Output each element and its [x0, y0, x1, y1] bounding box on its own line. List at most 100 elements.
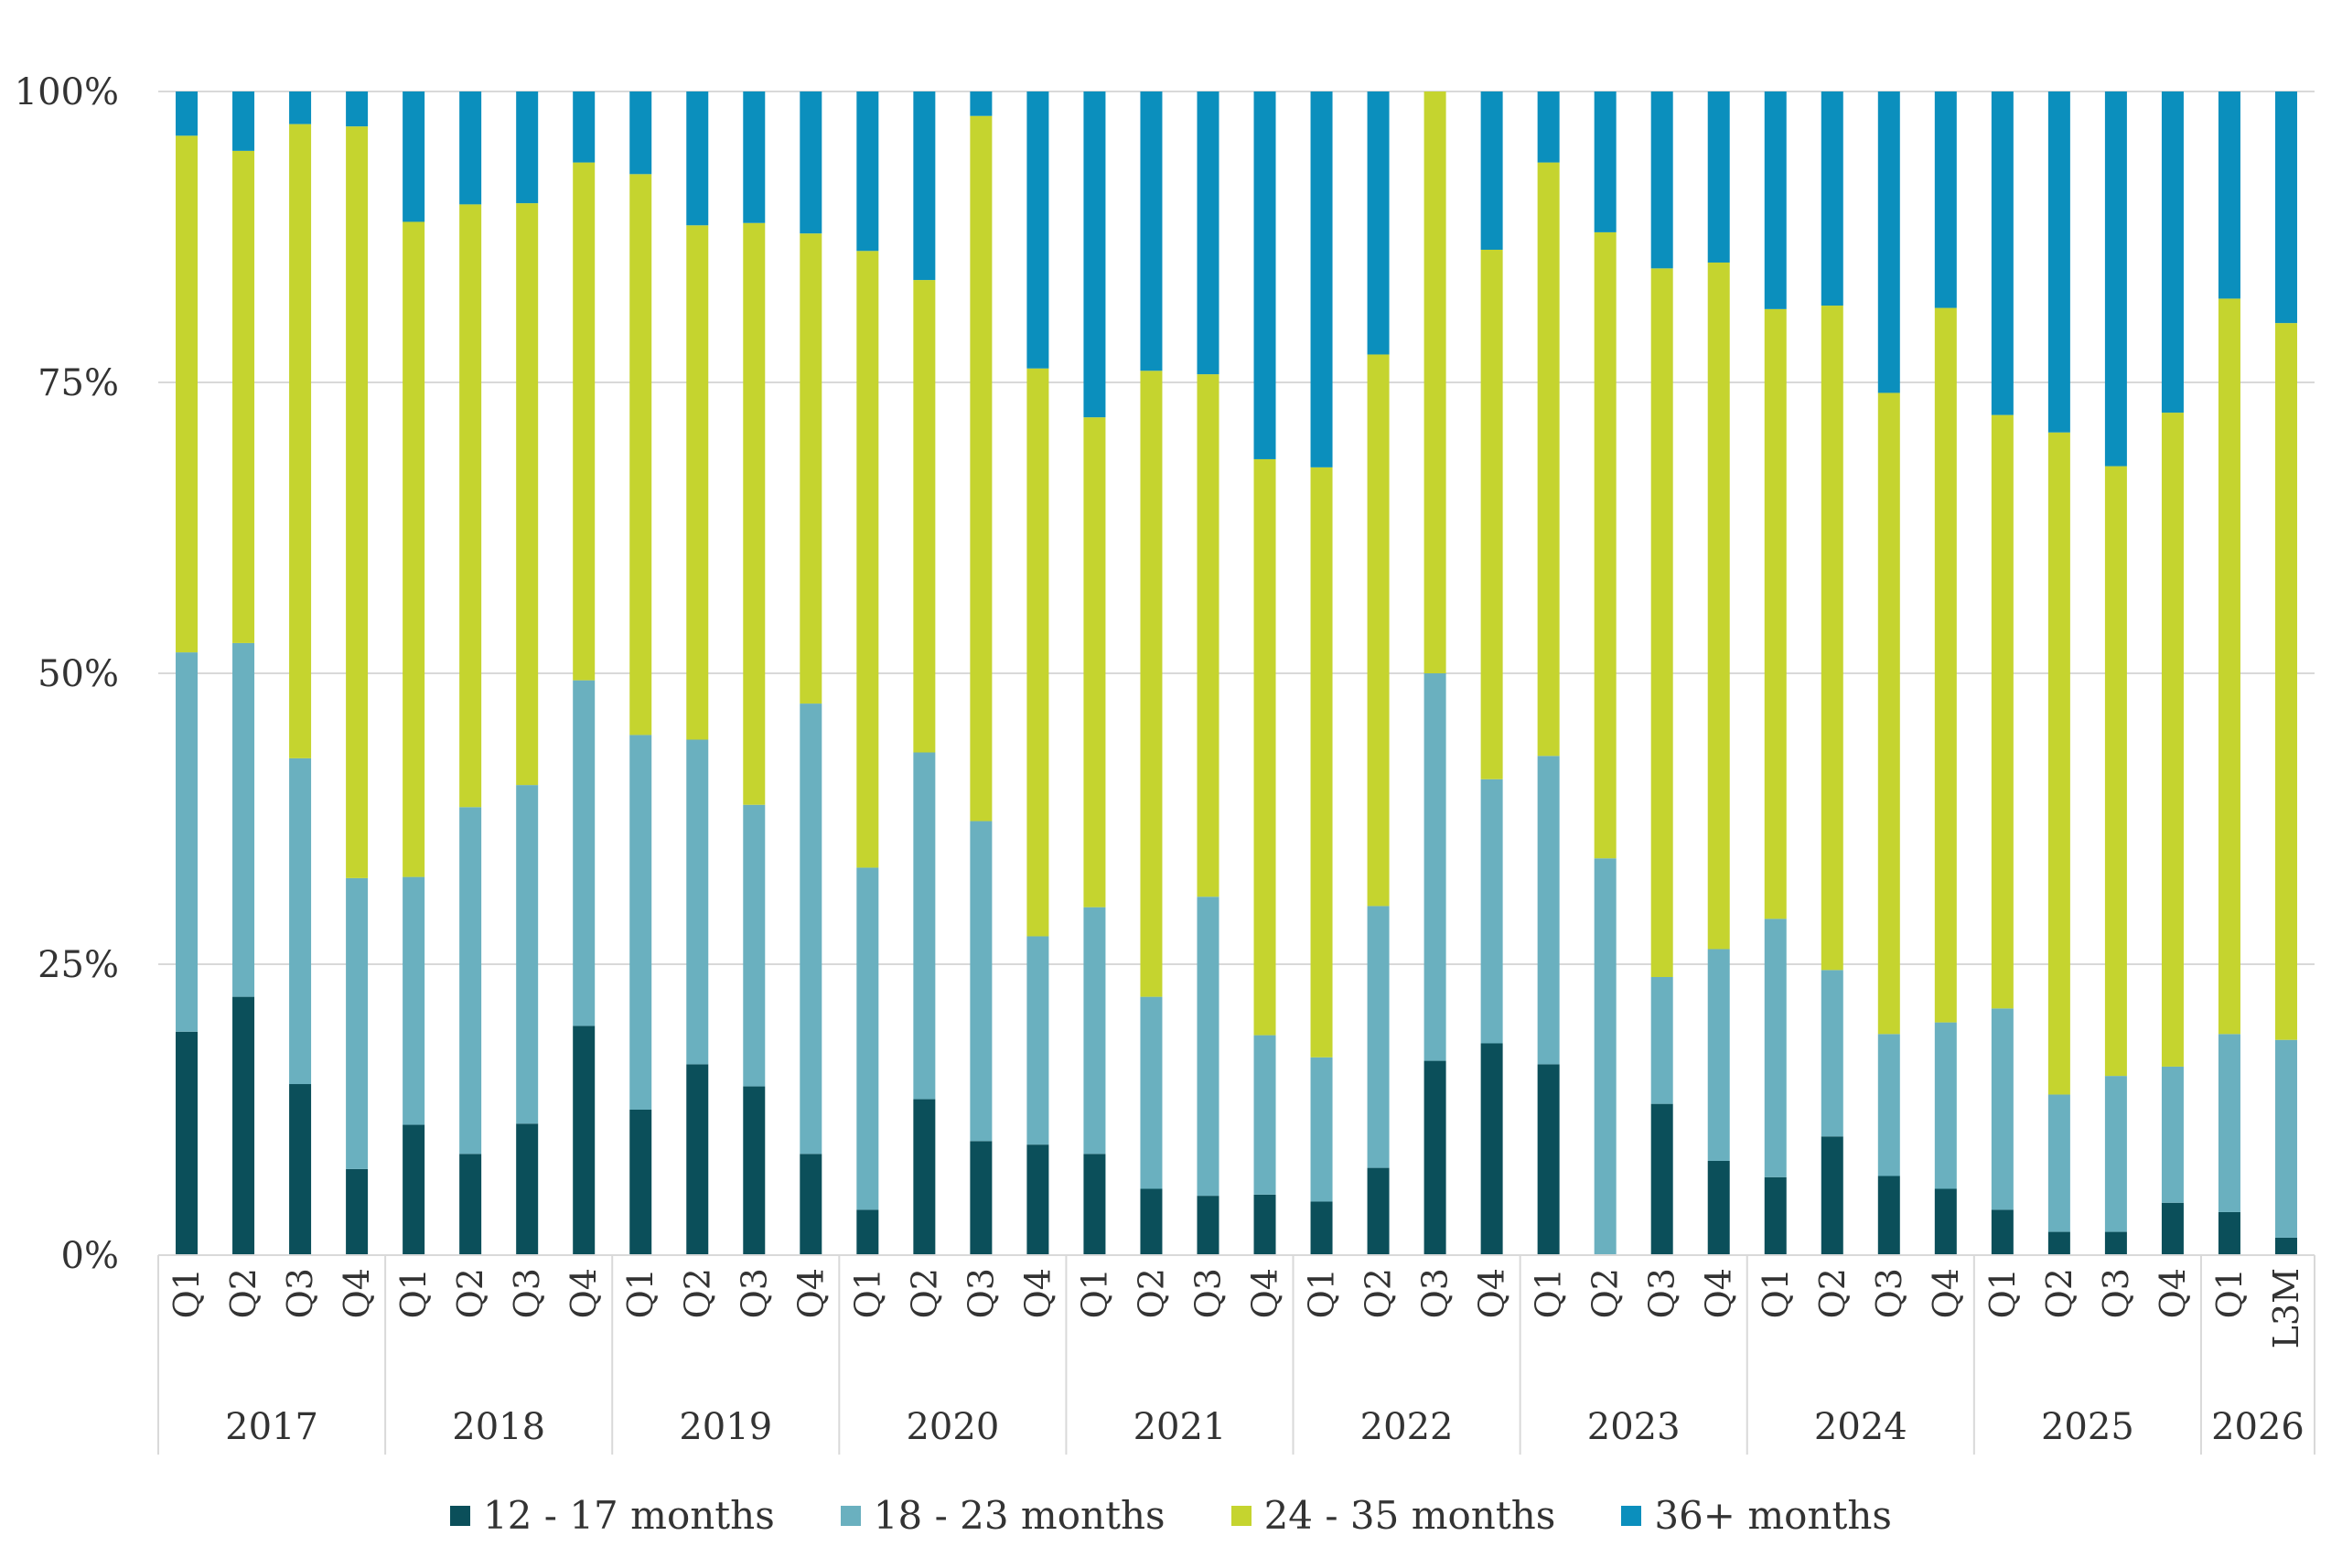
x-tick-label: Q3 — [1869, 1268, 1909, 1318]
y-axis: 0% 25% 50% 75% 100% — [15, 71, 119, 1277]
bar-segment-24-35-months — [1650, 268, 1673, 977]
x-tick-label: Q2 — [223, 1268, 263, 1318]
bar-segment-18-23-months — [1140, 996, 1163, 1189]
bar-segment-24-35-months — [1991, 414, 2014, 1009]
bar-segment-36-months — [1026, 91, 1049, 369]
bar-segment-12-17-months — [1026, 1144, 1049, 1255]
bar-segment-18-23-months — [1537, 756, 1560, 1065]
bar-segment-24-35-months — [1821, 306, 1843, 971]
bar-segment-36-months — [1367, 91, 1390, 355]
bar-segment-36-months — [1310, 91, 1333, 467]
x-tick-label: Q3 — [1642, 1268, 1682, 1318]
bar-segment-36-months — [1083, 91, 1106, 418]
bar-segment-18-23-months — [1423, 673, 1446, 1061]
bar-segment-18-23-months — [743, 804, 766, 1087]
y-tick-label: 75% — [38, 362, 119, 404]
bar-segment-36-months — [2161, 91, 2184, 413]
x-tick-label: Q1 — [847, 1268, 887, 1318]
bar-segment-24-35-months — [1197, 374, 1219, 897]
bar-segment-12-17-months — [346, 1168, 369, 1255]
bar-segment-24-35-months — [1594, 231, 1617, 859]
bar-segment-36-months — [346, 91, 369, 127]
year-group-label: 2023 — [1587, 1406, 1681, 1448]
bar-segment-24-35-months — [289, 124, 312, 758]
bar-segment-24-35-months — [573, 162, 596, 681]
year-group-label: 2022 — [1360, 1406, 1454, 1448]
bar-segment-36-months — [459, 91, 482, 205]
bar-segment-12-17-months — [1991, 1209, 2014, 1255]
y-tick-label: 25% — [38, 944, 119, 986]
x-tick-label: Q1 — [393, 1268, 434, 1318]
bar-segment-36-months — [970, 91, 993, 116]
bar-segment-36-months — [1140, 91, 1163, 371]
x-tick-label: Q1 — [167, 1268, 207, 1318]
bar-segment-18-23-months — [1934, 1022, 1957, 1189]
x-axis: Q1 Q2 Q3 Q4 Q1 Q2 Q3 Q4 Q1 Q2 Q3 Q4 Q1 Q2 Q3 Q4 Q1 Q2 Q3 Q4… — [157, 1254, 2315, 1455]
bar-segment-24-35-months — [1140, 371, 1163, 997]
bar-segment-18-23-months — [913, 752, 936, 1100]
bar-segment-12-17-months — [2161, 1202, 2184, 1255]
legend-swatch — [1230, 1505, 1252, 1526]
bar-segment-24-35-months — [743, 222, 766, 805]
legend-label: 12 - 17 months — [483, 1493, 775, 1538]
bar-segment-18-23-months — [573, 680, 596, 1026]
bar-segment-24-35-months — [913, 280, 936, 753]
bar-segment-36-months — [2047, 91, 2070, 433]
bar-segment-18-23-months — [1764, 918, 1787, 1177]
bar-segment-36-months — [686, 91, 709, 226]
bar-segment-36-months — [856, 91, 879, 252]
bar-segment-18-23-months — [1877, 1034, 1900, 1176]
legend-swatch — [840, 1505, 861, 1526]
bar-segment-36-months — [743, 91, 766, 223]
year-group-label: 2019 — [679, 1406, 772, 1448]
x-tick-label: Q1 — [1074, 1268, 1114, 1318]
x-tick-label: Q1 — [1982, 1268, 2023, 1318]
bar-segment-18-23-months — [2047, 1094, 2070, 1232]
bar-segment-12-17-months — [1650, 1103, 1673, 1255]
y-tick-label: 0% — [61, 1235, 119, 1277]
x-tick-label: Q4 — [1017, 1268, 1058, 1318]
bar-segment-36-months — [403, 91, 425, 222]
bar-segment-18-23-months — [1480, 779, 1503, 1044]
bar-segment-18-23-months — [403, 876, 425, 1125]
bar-segment-36-months — [1934, 91, 1957, 308]
bar-segment-18-23-months — [346, 877, 369, 1169]
bar-segment-24-35-months — [459, 204, 482, 808]
year-group-label: 2021 — [1133, 1406, 1227, 1448]
bar-segment-24-35-months — [1083, 417, 1106, 908]
bar-segment-24-35-months — [516, 203, 539, 786]
bar-segment-12-17-months — [1253, 1194, 1276, 1255]
bar-segment-12-17-months — [686, 1064, 709, 1255]
bar-segment-18-23-months — [1083, 907, 1106, 1155]
x-tick-label: Q4 — [564, 1268, 604, 1318]
bar-segment-36-months — [573, 91, 596, 163]
legend: 12 - 17 months 18 - 23 months 24 - 35 mo… — [0, 1493, 2342, 1538]
bar-segment-12-17-months — [289, 1084, 312, 1255]
bar-segment-18-23-months — [2161, 1066, 2184, 1203]
bar-segment-24-35-months — [1480, 249, 1503, 779]
bar-segment-24-35-months — [2047, 432, 2070, 1095]
bar-segment-24-35-months — [1026, 368, 1049, 937]
x-tick-label: Q4 — [790, 1268, 831, 1318]
legend-label: 18 - 23 months — [873, 1493, 1166, 1538]
x-tick-label: Q3 — [280, 1268, 320, 1318]
bar-segment-36-months — [1197, 91, 1219, 375]
x-tick-label: Q2 — [450, 1268, 490, 1318]
x-tick-label: Q1 — [2209, 1268, 2250, 1318]
bar-segment-24-35-months — [800, 233, 822, 704]
bar-segment-12-17-months — [1537, 1064, 1560, 1255]
bar-segment-24-35-months — [1707, 262, 1730, 950]
bar-segment-12-17-months — [1310, 1201, 1333, 1255]
legend-item-24-35-months: 24 - 35 months — [1230, 1493, 1555, 1538]
x-tick-label: Q4 — [1245, 1268, 1285, 1318]
bar-segment-36-months — [1764, 91, 1787, 309]
bar-segment-12-17-months — [856, 1209, 879, 1255]
x-tick-label: Q2 — [904, 1268, 944, 1318]
bar-segment-12-17-months — [1934, 1188, 1957, 1255]
gridlines — [158, 91, 2315, 1256]
x-tick-label: Q2 — [677, 1268, 717, 1318]
bar-segment-18-23-months — [1594, 858, 1617, 1255]
bar-segment-12-17-months — [1197, 1196, 1219, 1255]
bar-segment-18-23-months — [2104, 1076, 2127, 1232]
